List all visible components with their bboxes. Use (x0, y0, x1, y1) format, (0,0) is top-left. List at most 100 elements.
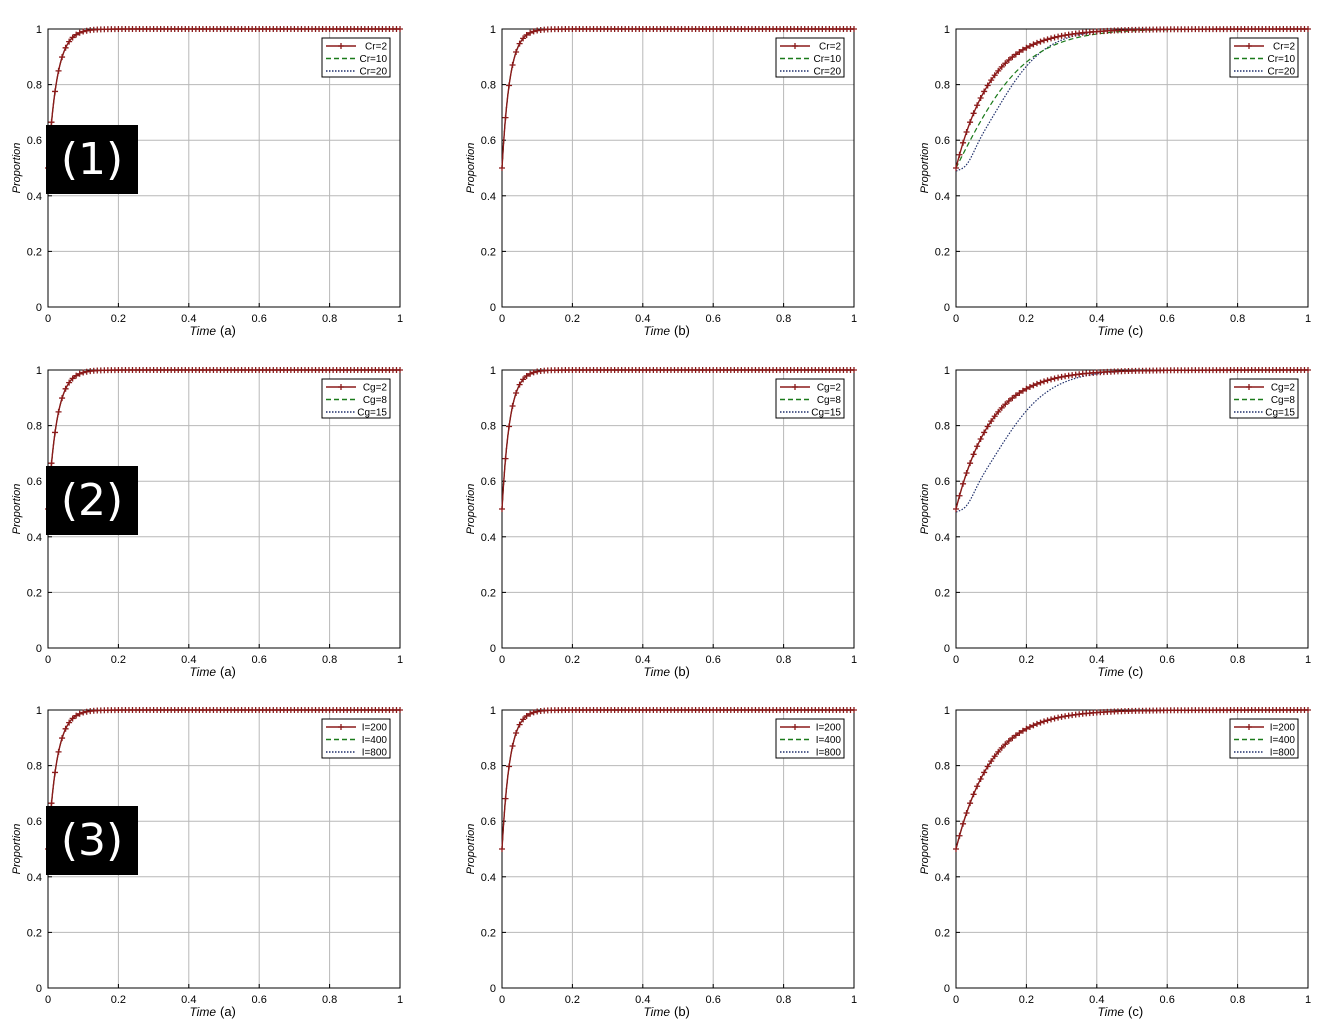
series-marker (960, 480, 967, 487)
series-marker (62, 385, 69, 392)
x-axis-label: Time (1097, 324, 1124, 338)
y-tick-label: 0.4 (935, 872, 950, 884)
series-marker (1030, 41, 1037, 48)
series-marker (960, 820, 967, 827)
series-marker (995, 67, 1002, 74)
y-tick-label: 0 (490, 302, 496, 314)
panel-tag: (c) (1128, 664, 1143, 679)
x-tick-label: 0 (953, 313, 959, 325)
y-axis-label: Proportion (465, 824, 477, 875)
legend-entry-1: I=200 (362, 723, 388, 734)
y-tick-label: 0 (490, 983, 496, 995)
series-marker (48, 119, 55, 126)
series-marker (1012, 392, 1019, 399)
series-marker (1023, 385, 1030, 392)
y-tick-label: 1 (490, 705, 496, 717)
y-tick-label: 0 (944, 643, 950, 655)
series-marker (55, 408, 62, 415)
series-marker (1019, 46, 1026, 53)
x-axis-label: Time (643, 324, 670, 338)
series-marker (998, 63, 1005, 70)
x-tick-label: 1 (851, 994, 857, 1006)
series-marker (513, 729, 520, 736)
series-marker (69, 715, 76, 722)
row-label-2: (2) (46, 466, 138, 535)
series-marker (530, 709, 537, 716)
series-marker (1030, 382, 1037, 389)
series-marker (974, 102, 981, 109)
series-marker (1012, 51, 1019, 58)
series-marker (1009, 54, 1016, 61)
y-tick-label: 0.4 (481, 191, 496, 203)
series-marker (981, 88, 988, 95)
series-marker (1005, 57, 1012, 64)
chart-panel-8: 0 0.2 0.4 0.6 0.8 1 0 0.2 0.4 0.6 0.8 1 Time (b) Propo… (465, 705, 857, 1019)
legend-marker (1246, 384, 1252, 390)
series-marker (516, 381, 523, 388)
y-tick-label: 0.4 (481, 872, 496, 884)
chart-panel-9: 0 0.2 0.4 0.6 0.8 1 0 0.2 0.4 0.6 0.8 1 Time (c) Propo… (919, 705, 1311, 1019)
y-tick-label: 1 (944, 24, 950, 36)
legend-entry-2: Cg=8 (363, 395, 388, 406)
series-marker (977, 776, 984, 783)
series-marker (66, 719, 73, 726)
x-tick-label: 0.2 (111, 313, 126, 325)
series-marker (981, 429, 988, 436)
x-tick-label: 0.2 (1019, 313, 1034, 325)
y-tick-label: 1 (36, 365, 42, 377)
series-marker (1048, 376, 1055, 383)
panel-tag: (a) (220, 664, 236, 679)
x-tick-label: 0 (499, 654, 505, 666)
x-tick-label: 0.4 (181, 654, 196, 666)
legend-entry-2: I=400 (362, 735, 388, 746)
x-tick-label: 0.8 (322, 654, 337, 666)
series-marker (509, 62, 516, 69)
panel-tag: (b) (674, 664, 690, 679)
legend-entry-3: Cr=20 (1267, 67, 1295, 78)
y-tick-label: 0.6 (935, 816, 950, 828)
x-tick-label: 0.2 (1019, 654, 1034, 666)
x-tick-label: 0.2 (565, 654, 580, 666)
x-tick-label: 0.6 (706, 654, 721, 666)
y-tick-label: 0.6 (935, 135, 950, 147)
y-tick-label: 0.6 (481, 476, 496, 488)
legend-entry-1: Cr=2 (819, 42, 841, 53)
y-axis-label: Proportion (465, 484, 477, 535)
series-marker (1033, 39, 1040, 46)
series-marker (520, 376, 527, 383)
x-axis-label: Time (1097, 665, 1124, 679)
series-marker (956, 492, 963, 499)
x-tick-label: 0.6 (1160, 654, 1175, 666)
legend-marker (1246, 43, 1252, 49)
y-tick-label: 0.4 (935, 532, 950, 544)
series-marker (1016, 48, 1023, 55)
series-marker (977, 95, 984, 102)
series-marker (1005, 398, 1012, 405)
series-marker (1058, 32, 1065, 39)
x-tick-label: 0 (499, 994, 505, 1006)
series-marker (80, 369, 87, 376)
x-tick-label: 0 (953, 994, 959, 1006)
series-marker (1041, 378, 1047, 385)
series-marker (998, 744, 1005, 751)
series-marker (963, 809, 970, 816)
y-axis-label: Proportion (919, 484, 931, 535)
series-marker (523, 372, 530, 379)
legend-entry-2: Cr=10 (1267, 54, 1295, 65)
series-marker (1048, 35, 1055, 42)
series-marker (1305, 367, 1311, 374)
y-tick-label: 0 (36, 302, 42, 314)
x-tick-label: 1 (851, 654, 857, 666)
series-marker (1037, 38, 1044, 45)
series-marker (513, 48, 520, 55)
series-marker (984, 423, 991, 430)
legend-entry-3: Cr=20 (359, 67, 387, 78)
x-tick-label: 0.2 (1019, 994, 1034, 1006)
x-axis-label: Time (189, 665, 216, 679)
series-marker (509, 403, 516, 410)
series-marker (967, 119, 974, 126)
series-line-3 (955, 369, 1308, 513)
series-marker (960, 139, 967, 146)
series-marker (55, 748, 62, 755)
series-marker (1037, 719, 1044, 726)
